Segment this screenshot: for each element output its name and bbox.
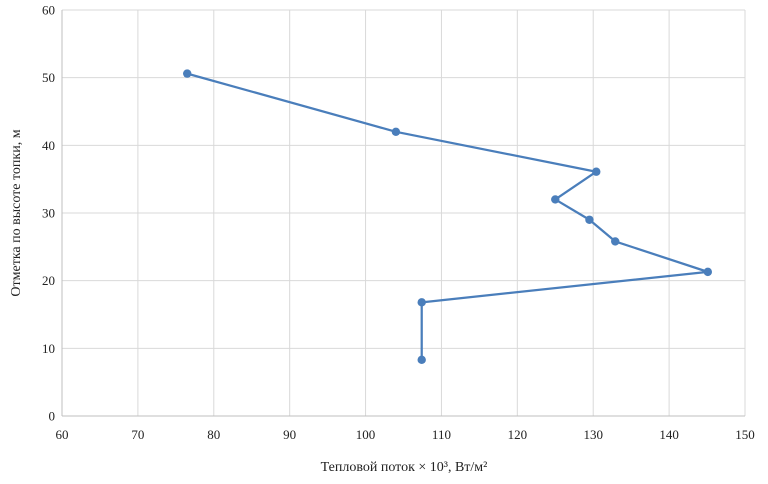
x-tick-label: 110	[432, 427, 451, 442]
series-line	[186, 72, 709, 360]
x-tick-label: 140	[659, 427, 679, 442]
y-tick-label: 0	[49, 409, 56, 424]
tick-labels: 0 10 20 30 40 50 60 60 70 80 90 100 110 120 130 140 150	[42, 3, 755, 443]
x-tick-label: 120	[508, 427, 528, 442]
x-tick-label: 80	[207, 427, 220, 442]
data-point	[417, 355, 426, 365]
y-tick-label: 10	[42, 341, 55, 356]
x-tick-label: 60	[56, 427, 69, 442]
data-series	[183, 69, 713, 365]
x-tick-label: 70	[131, 427, 144, 442]
data-point	[611, 237, 620, 246]
x-tick-label: 150	[735, 427, 755, 442]
y-tick-label: 50	[42, 70, 55, 85]
x-tick-label: 100	[356, 427, 376, 442]
y-axis-title: Отметка по высоте топки, м	[9, 129, 24, 296]
y-tick-label: 30	[42, 206, 55, 221]
data-point	[551, 195, 560, 204]
data-point	[183, 69, 192, 78]
y-tick-label: 20	[42, 273, 55, 288]
axes	[61, 10, 745, 417]
data-point	[391, 127, 401, 136]
x-tick-label: 130	[583, 427, 603, 442]
x-axis-title: Тепловой поток × 10³, Вт/м²	[321, 460, 488, 475]
x-tick-label: 90	[283, 427, 296, 442]
gridlines	[62, 9, 746, 416]
data-point	[703, 267, 713, 277]
y-tick-label: 40	[42, 138, 55, 153]
data-point	[417, 298, 426, 307]
y-tick-label: 60	[42, 3, 55, 18]
data-point	[585, 215, 594, 224]
data-point	[592, 167, 601, 176]
